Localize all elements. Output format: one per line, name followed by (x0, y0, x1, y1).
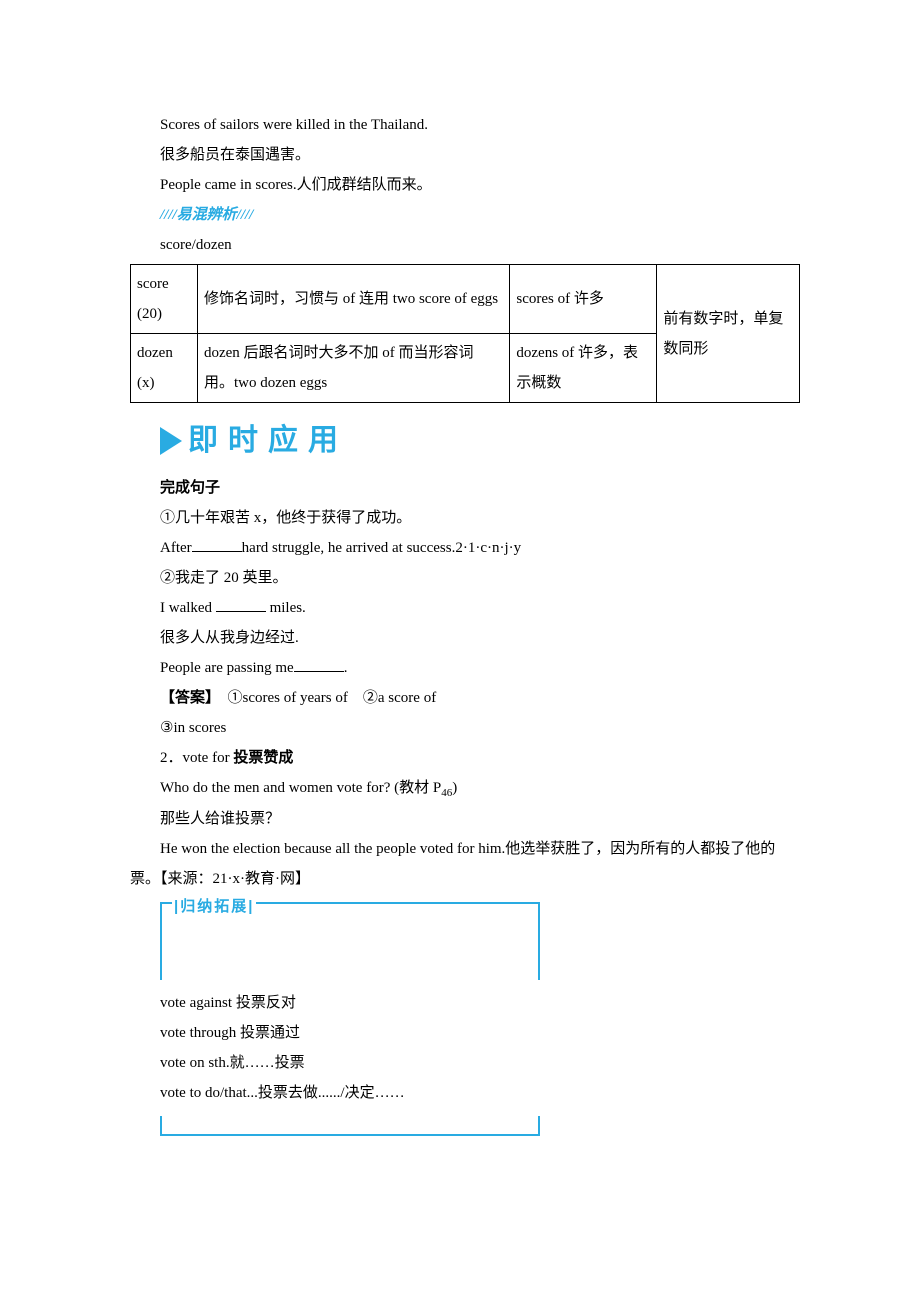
cell-r1c3: scores of 许多 (510, 265, 657, 334)
confuse-marker: ////易混辨析//// (130, 200, 800, 230)
fill-q2-zh: ②我走了 20 英里。 (130, 563, 800, 593)
vote-line2: 那些人给谁投票？ (130, 804, 800, 834)
expand-box: |归纳拓展| (160, 902, 540, 980)
cell-r2c2: dozen 后跟名词时大多不加 of 而当形容词用。two dozen eggs (197, 334, 509, 403)
vote-sub: 46 (441, 787, 452, 799)
cell-merged: 前有数字时，单复数同形 (657, 265, 800, 403)
fill-q1-en-b: hard struggle, he arrived at success.2·1… (242, 540, 521, 556)
fill-q3-zh: 很多人从我身边经过. (130, 623, 800, 653)
vote-heading-num: 2．vote for (160, 750, 233, 766)
blank (192, 537, 242, 552)
vote-heading: 2．vote for 投票赞成 (130, 743, 800, 773)
fill-q3-en-a: People are passing me (160, 660, 294, 676)
fill-q2-en: I walked miles. (130, 593, 800, 623)
fill-q3-en-b: . (344, 660, 348, 676)
expand-top: |归纳拓展| (160, 902, 540, 980)
cell-r1c1: score (20) (131, 265, 198, 334)
intro-en-1: Scores of sailors were killed in the Tha… (130, 110, 800, 140)
cell-r2c1: dozen (x) (131, 334, 198, 403)
analysis-table: score (20) 修饰名词时，习惯与 of 连用 two score of … (130, 264, 800, 403)
expand-bottom (160, 1116, 540, 1136)
intro-zh-1: 很多船员在泰国遇害。 (130, 140, 800, 170)
expand-l3: vote on sth.就……投票 (130, 1048, 800, 1078)
expand-label: |归纳拓展| (172, 892, 256, 922)
vote-line3: He won the election because all the peop… (130, 834, 800, 894)
blank (216, 597, 266, 612)
expand-l4: vote to do/that...投票去做....../决定…… (130, 1078, 800, 1108)
fill-q1-zh: ①几十年艰苦 x，他终于获得了成功。 (130, 503, 800, 533)
expand-box-bottom (160, 1116, 540, 1136)
table-row: score (20) 修饰名词时，习惯与 of 连用 two score of … (131, 265, 800, 334)
vote-line1-a: Who do the men and women vote for? (教材 P (160, 780, 441, 796)
blank (294, 657, 344, 672)
vote-line1: Who do the men and women vote for? (教材 P… (130, 773, 800, 804)
expand-l1: vote against 投票反对 (130, 988, 800, 1018)
confuse-heading: score/dozen (130, 230, 800, 260)
answer-text1: ①scores of years of ②a score of (213, 690, 437, 706)
expand-l2: vote through 投票通过 (130, 1018, 800, 1048)
jishi-banner: 即时应用 (160, 411, 800, 471)
fill-q1-en-a: After (160, 540, 192, 556)
play-icon (160, 427, 182, 455)
intro-line-2: People came in scores.人们成群结队而来。 (130, 170, 800, 200)
answer-line2: ③in scores (130, 713, 800, 743)
jishi-text: 即时应用 (188, 411, 348, 471)
vote-heading-bold: 投票赞成 (233, 750, 293, 766)
fill-q2-en-b: miles. (266, 600, 306, 616)
fill-q2-en-a: I walked (160, 600, 216, 616)
answer-line1: 【答案】 ①scores of years of ②a score of (130, 683, 800, 713)
fill-q3-en: People are passing me. (130, 653, 800, 683)
vote-line1-b: ) (452, 780, 457, 796)
fill-heading: 完成句子 (130, 473, 800, 503)
cell-r1c2: 修饰名词时，习惯与 of 连用 two score of eggs (197, 265, 509, 334)
answer-label: 【答案】 (160, 690, 213, 706)
cell-r2c3: dozens of 许多，表示概数 (510, 334, 657, 403)
fill-q1-en: After hard struggle, he arrived at succes… (130, 533, 800, 563)
